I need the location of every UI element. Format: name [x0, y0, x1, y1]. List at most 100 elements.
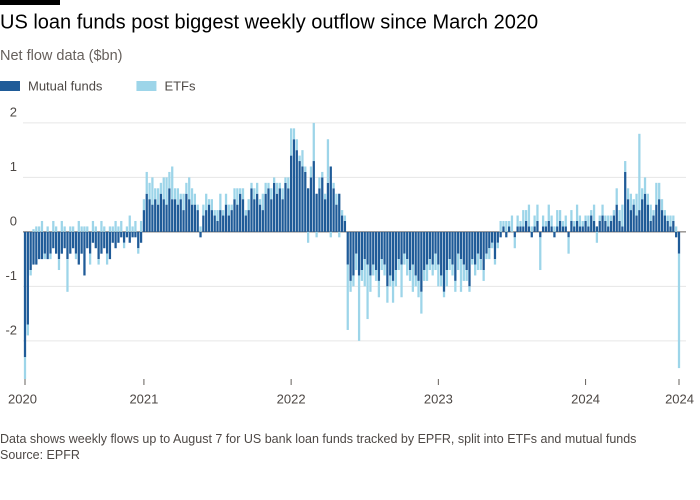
bar	[417, 280, 420, 298]
bar	[236, 188, 239, 205]
bar	[491, 242, 494, 249]
bar	[193, 204, 197, 232]
bar	[69, 231, 72, 254]
bar	[264, 182, 267, 194]
chart: US loan funds post biggest weekly outflo…	[0, 0, 694, 406]
bar	[502, 220, 505, 227]
bar	[349, 231, 352, 281]
bar	[298, 161, 301, 232]
bar	[380, 231, 383, 260]
bar	[190, 204, 194, 232]
bar	[462, 264, 465, 281]
bar	[408, 270, 412, 281]
bar	[352, 231, 355, 276]
bar	[315, 193, 318, 232]
bar	[159, 193, 163, 232]
bar	[493, 259, 497, 265]
bar	[139, 220, 143, 232]
bar	[604, 215, 607, 221]
bar	[428, 259, 431, 271]
bar	[635, 215, 638, 232]
bar	[615, 204, 618, 232]
bar	[609, 215, 613, 221]
bar	[182, 210, 185, 232]
bar	[275, 182, 279, 194]
bar	[556, 210, 559, 227]
bar	[230, 204, 233, 211]
bar	[414, 231, 417, 276]
bar	[182, 193, 185, 211]
bar	[111, 226, 114, 232]
bar	[340, 210, 344, 216]
bar	[612, 215, 616, 232]
bar	[343, 220, 347, 232]
bar	[205, 210, 208, 232]
bar	[326, 139, 330, 183]
bar	[346, 231, 349, 265]
bar	[57, 259, 61, 271]
bar	[55, 226, 58, 232]
bar	[539, 231, 542, 238]
bar	[499, 231, 502, 238]
bar	[258, 204, 262, 232]
bar	[244, 210, 247, 216]
bar	[374, 231, 378, 271]
bar	[23, 231, 27, 358]
bar	[256, 182, 259, 194]
bar	[100, 220, 103, 232]
bar	[641, 188, 644, 200]
bar	[425, 264, 429, 281]
x-tick-label: 2021	[129, 391, 158, 406]
bar	[108, 231, 112, 260]
bar	[496, 242, 499, 249]
bar	[323, 193, 327, 200]
bar	[253, 199, 256, 232]
bar	[355, 231, 358, 254]
bar	[638, 133, 641, 211]
brand-bar	[0, 0, 60, 5]
bar	[210, 199, 213, 211]
bar	[295, 150, 298, 232]
bar	[465, 231, 468, 271]
bar	[476, 231, 480, 254]
bar	[524, 210, 528, 221]
bar	[360, 270, 364, 281]
bar	[408, 231, 412, 271]
bar	[649, 204, 652, 221]
bar	[471, 259, 474, 265]
bar	[666, 215, 669, 221]
bar	[196, 210, 199, 232]
bar	[550, 226, 553, 232]
bar	[329, 166, 332, 232]
bar	[632, 204, 635, 232]
bar	[94, 231, 97, 249]
bar	[604, 220, 607, 232]
chart-title: US loan funds post biggest weekly outflo…	[0, 11, 538, 33]
bar	[595, 226, 599, 232]
legend-swatch	[136, 81, 157, 91]
bar	[304, 166, 307, 172]
bar	[281, 188, 284, 200]
bar	[383, 231, 386, 265]
bar	[459, 259, 463, 292]
bar	[445, 270, 448, 287]
bar	[304, 171, 307, 232]
bar	[581, 220, 584, 227]
bar	[179, 199, 182, 232]
bar	[459, 231, 463, 260]
bar	[224, 193, 228, 205]
bar	[530, 226, 533, 232]
bar	[451, 264, 454, 276]
bar	[173, 188, 177, 200]
x-tick-label: 2022	[277, 391, 306, 406]
bar	[267, 188, 270, 232]
bar	[530, 231, 533, 238]
bar	[261, 193, 264, 211]
bar	[120, 231, 123, 238]
bar	[400, 264, 403, 298]
bar	[176, 204, 180, 232]
bar	[77, 231, 80, 265]
bar	[247, 199, 250, 211]
bar	[103, 226, 106, 232]
bar	[431, 231, 434, 265]
